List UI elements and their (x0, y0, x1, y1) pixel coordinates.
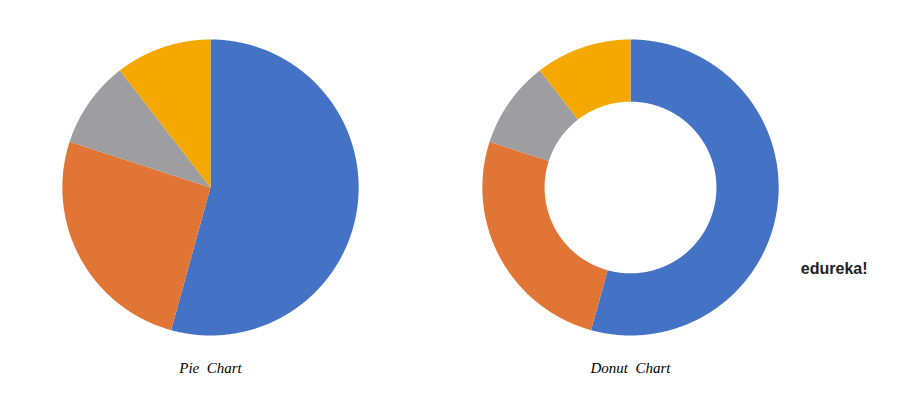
svg-text:Donut Chart: Donut Chart (589, 360, 671, 376)
svg-text:edureka!: edureka! (801, 260, 868, 277)
svg-text:Pie Chart: Pie Chart (178, 360, 242, 376)
